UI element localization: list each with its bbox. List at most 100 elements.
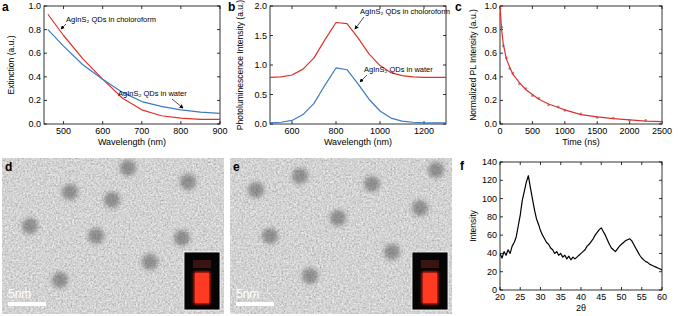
y-tick-label: 100 xyxy=(482,194,497,204)
x-tick xyxy=(102,6,103,9)
x-tick xyxy=(220,121,221,124)
x-tick-label: 50 xyxy=(616,292,626,302)
y-tick xyxy=(217,6,220,7)
y-tick-label: 0.8 xyxy=(484,25,497,35)
y-tick xyxy=(443,94,446,95)
y-tick xyxy=(659,29,662,30)
y-tick xyxy=(217,124,220,125)
x-tick xyxy=(520,162,521,165)
quantum-dot xyxy=(384,244,400,260)
y-axis-label: Intensity xyxy=(468,209,478,241)
cuvette-glow xyxy=(422,272,438,304)
y-tick-label: 0.5 xyxy=(254,90,267,100)
x-tick xyxy=(621,162,622,165)
x-tick xyxy=(500,287,501,290)
y-tick xyxy=(500,216,503,217)
y-tick-label: 120 xyxy=(482,175,497,185)
x-tick-label: 500 xyxy=(56,126,71,136)
series-label: AgInS₂ QDs in water xyxy=(118,89,187,98)
y-tick-label: 1.0 xyxy=(28,1,41,11)
tem-image xyxy=(2,158,224,314)
x-tick xyxy=(597,121,598,124)
x-tick xyxy=(560,287,561,290)
y-tick xyxy=(443,65,446,66)
y-tick xyxy=(659,124,662,125)
y-tick-label: 0.4 xyxy=(28,72,41,82)
x-tick xyxy=(520,287,521,290)
y-tick xyxy=(659,6,662,7)
x-axis-label: 2θ xyxy=(576,303,586,313)
image-panel: 5nmd xyxy=(2,158,224,314)
x-tick-label: 1000 xyxy=(370,126,390,136)
quantum-dot xyxy=(104,192,120,208)
data-group xyxy=(48,14,220,119)
x-tick xyxy=(629,6,630,9)
y-tick xyxy=(659,271,662,272)
x-tick-label: 600 xyxy=(95,126,110,136)
x-tick-label: 800 xyxy=(173,126,188,136)
y-tick-label: 0.2 xyxy=(484,95,497,105)
inset-photo xyxy=(412,252,448,310)
x-axis-label: Wavelength (nm) xyxy=(324,137,392,147)
y-tick-label: 1.0 xyxy=(484,1,497,11)
inset-photo xyxy=(184,252,220,310)
x-tick xyxy=(292,6,293,9)
x-tick-label: 900 xyxy=(212,126,227,136)
y-tick xyxy=(217,53,220,54)
panel: 2025303540455055600204060801001201402θIn… xyxy=(460,157,667,313)
y-tick xyxy=(443,35,446,36)
x-tick-label: 25 xyxy=(515,292,525,302)
x-tick xyxy=(581,287,582,290)
y-tick xyxy=(659,216,662,217)
y-tick xyxy=(270,65,273,66)
quantum-dot xyxy=(364,176,380,192)
x-tick-label: 800 xyxy=(328,126,343,136)
series-label: AgInS₂ QDs in choloroform xyxy=(360,7,450,16)
cuvette xyxy=(423,273,437,303)
y-tick-label: 0.0 xyxy=(484,119,497,129)
y-tick xyxy=(659,53,662,54)
data-line xyxy=(48,14,220,119)
quantum-dot xyxy=(88,228,104,244)
x-tick-label: 1000 xyxy=(555,126,575,136)
y-tick xyxy=(500,271,503,272)
x-tick-label: 30 xyxy=(535,292,545,302)
quantum-dot xyxy=(302,268,318,284)
x-tick xyxy=(532,121,533,124)
x-tick xyxy=(540,287,541,290)
x-tick xyxy=(500,162,501,165)
y-tick xyxy=(44,100,47,101)
y-tick-label: 0.0 xyxy=(28,119,41,129)
x-tick xyxy=(662,6,663,9)
x-tick xyxy=(336,6,337,9)
y-tick xyxy=(500,180,503,181)
x-tick-label: 700 xyxy=(134,126,149,136)
data-group xyxy=(500,6,662,124)
quantum-dot xyxy=(330,210,346,226)
y-tick xyxy=(659,198,662,199)
y-tick xyxy=(500,100,503,101)
cuvette-cap xyxy=(421,260,439,268)
panel-letter: d xyxy=(5,160,12,174)
x-tick xyxy=(564,121,565,124)
quantum-dot xyxy=(22,218,38,234)
x-tick-label: 35 xyxy=(556,292,566,302)
y-tick xyxy=(44,124,47,125)
y-axis-label: Normalized PL Intensity (a.u.) xyxy=(468,9,478,121)
y-tick xyxy=(217,76,220,77)
series-arrow xyxy=(61,24,66,29)
quantum-dot xyxy=(62,184,78,200)
y-tick-label: 2.0 xyxy=(254,1,267,11)
x-tick xyxy=(621,287,622,290)
series-label: AgInS₂ QDs in choloroform xyxy=(66,15,156,24)
panel-letter: f xyxy=(460,159,465,173)
x-tick xyxy=(540,162,541,165)
x-tick-label: 1200 xyxy=(414,126,434,136)
plot-frame xyxy=(500,162,662,290)
y-tick xyxy=(44,53,47,54)
quantum-dot xyxy=(180,174,196,190)
x-tick-label: 0 xyxy=(497,126,502,136)
y-tick-label: 1.0 xyxy=(254,60,267,70)
x-tick xyxy=(662,162,663,165)
x-axis-label: Wavelength (nm) xyxy=(98,137,166,147)
